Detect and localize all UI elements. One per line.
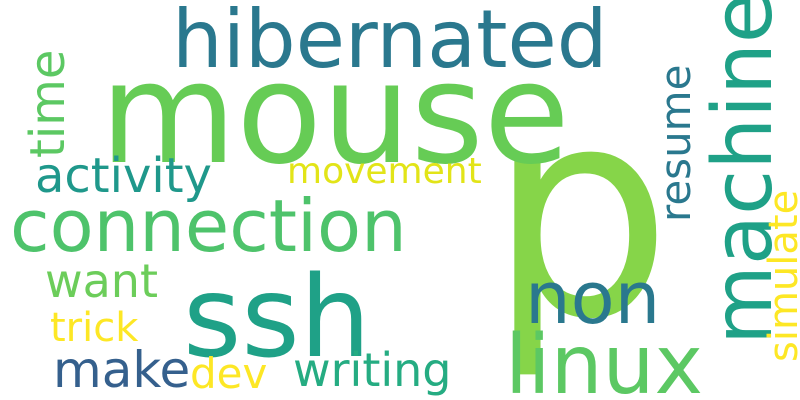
word-p: p <box>488 46 673 383</box>
word-make: make <box>53 341 191 399</box>
word-hibernated: hibernated <box>172 0 608 86</box>
word-activity: activity <box>35 148 212 204</box>
word-simulate: simulate <box>761 189 800 362</box>
word-want: want <box>45 254 159 308</box>
word-trick: trick <box>50 305 139 351</box>
word-dev: dev <box>190 349 268 398</box>
word-mouse: mouse <box>100 33 570 196</box>
word-time: time <box>20 49 76 158</box>
word-movement: movement <box>287 151 482 192</box>
word-linux: linux <box>505 318 704 400</box>
word-resume: resume <box>651 64 700 222</box>
word-non: non <box>525 256 661 340</box>
word-writing: writing <box>293 343 452 397</box>
word-ssh: ssh <box>183 253 371 383</box>
word-connection: connection <box>10 184 407 268</box>
